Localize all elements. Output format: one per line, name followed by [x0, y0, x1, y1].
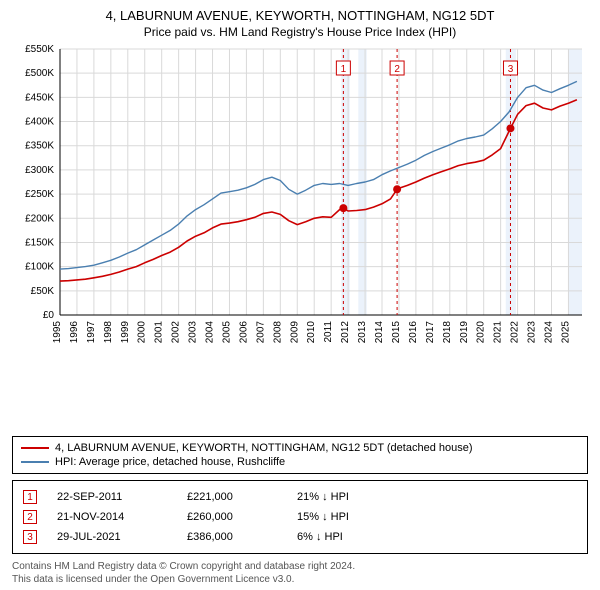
chart-titles: 4, LABURNUM AVENUE, KEYWORTH, NOTTINGHAM…: [12, 8, 588, 39]
svg-text:2012: 2012: [340, 321, 351, 344]
legend-label: 4, LABURNUM AVENUE, KEYWORTH, NOTTINGHAM…: [55, 442, 473, 454]
legend-label: HPI: Average price, detached house, Rush…: [55, 456, 285, 468]
svg-text:2: 2: [394, 64, 400, 75]
svg-text:£450K: £450K: [25, 92, 54, 103]
sale-delta: 15% ↓ HPI: [297, 511, 407, 523]
sale-delta: 21% ↓ HPI: [297, 491, 407, 503]
svg-text:2002: 2002: [171, 321, 182, 344]
legend-row: 4, LABURNUM AVENUE, KEYWORTH, NOTTINGHAM…: [21, 441, 579, 455]
svg-text:2010: 2010: [306, 321, 317, 344]
svg-text:£0: £0: [43, 310, 55, 321]
svg-text:2017: 2017: [425, 321, 436, 344]
svg-text:£200K: £200K: [25, 213, 54, 224]
svg-text:2022: 2022: [510, 321, 521, 344]
svg-text:2016: 2016: [408, 321, 419, 344]
svg-text:2007: 2007: [255, 321, 266, 344]
legend-swatch: [21, 461, 49, 463]
sale-row: 3 29-JUL-2021 £386,000 6% ↓ HPI: [23, 527, 577, 547]
svg-text:1995: 1995: [52, 321, 63, 344]
svg-text:2009: 2009: [289, 321, 300, 344]
svg-text:2005: 2005: [221, 321, 232, 344]
svg-text:2019: 2019: [459, 321, 470, 344]
svg-text:2000: 2000: [137, 321, 148, 344]
svg-text:2018: 2018: [442, 321, 453, 344]
sales-table: 1 22-SEP-2011 £221,000 21% ↓ HPI 2 21-NOV-201…: [12, 480, 588, 554]
chart-subtitle: Price paid vs. HM Land Registry's House …: [12, 25, 588, 39]
svg-text:2021: 2021: [493, 321, 504, 344]
footer-line-1: Contains HM Land Registry data © Crown c…: [12, 560, 588, 573]
sale-row: 1 22-SEP-2011 £221,000 21% ↓ HPI: [23, 487, 577, 507]
svg-text:£500K: £500K: [25, 68, 54, 79]
sale-price: £260,000: [187, 511, 277, 523]
svg-text:2025: 2025: [560, 321, 571, 344]
svg-text:2006: 2006: [238, 321, 249, 344]
sale-delta: 6% ↓ HPI: [297, 531, 407, 543]
sale-date: 22-SEP-2011: [57, 491, 167, 503]
svg-text:2015: 2015: [391, 321, 402, 344]
sale-marker: 3: [23, 530, 37, 544]
chart-area: £0 £50K £100K £150K £200K £250K £300K £350K £400…: [12, 43, 588, 430]
legend: 4, LABURNUM AVENUE, KEYWORTH, NOTTINGHAM…: [12, 436, 588, 474]
svg-text:£100K: £100K: [25, 262, 54, 273]
svg-text:1998: 1998: [103, 321, 114, 344]
sale-price: £221,000: [187, 491, 277, 503]
line-chart-svg: £0 £50K £100K £150K £200K £250K £300K £350K £400…: [12, 43, 588, 353]
svg-text:2003: 2003: [188, 321, 199, 344]
svg-text:2014: 2014: [374, 321, 385, 344]
footer-line-2: This data is licensed under the Open Gov…: [12, 573, 588, 586]
sale-marker: 1: [23, 490, 37, 504]
chart-title-address: 4, LABURNUM AVENUE, KEYWORTH, NOTTINGHAM…: [12, 8, 588, 23]
svg-text:£550K: £550K: [25, 44, 54, 55]
svg-text:£50K: £50K: [31, 286, 55, 297]
sale-marker: 2: [23, 510, 37, 524]
svg-text:£400K: £400K: [25, 117, 54, 128]
svg-text:2013: 2013: [357, 321, 368, 344]
attribution-footer: Contains HM Land Registry data © Crown c…: [12, 560, 588, 586]
svg-text:£250K: £250K: [25, 189, 54, 200]
svg-text:£150K: £150K: [25, 237, 54, 248]
svg-text:1999: 1999: [120, 321, 131, 344]
sale-date: 29-JUL-2021: [57, 531, 167, 543]
svg-text:3: 3: [508, 64, 514, 75]
svg-text:1996: 1996: [69, 321, 80, 344]
svg-text:2024: 2024: [543, 321, 554, 344]
legend-row: HPI: Average price, detached house, Rush…: [21, 455, 579, 469]
svg-text:1: 1: [341, 64, 347, 75]
sale-price: £386,000: [187, 531, 277, 543]
sale-date: 21-NOV-2014: [57, 511, 167, 523]
svg-text:2008: 2008: [272, 321, 283, 344]
svg-text:2023: 2023: [527, 321, 538, 344]
svg-text:£350K: £350K: [25, 141, 54, 152]
svg-text:2004: 2004: [205, 321, 216, 344]
svg-text:1997: 1997: [86, 321, 97, 344]
svg-text:£300K: £300K: [25, 165, 54, 176]
svg-text:2011: 2011: [323, 321, 334, 343]
sale-row: 2 21-NOV-2014 £260,000 15% ↓ HPI: [23, 507, 577, 527]
legend-swatch: [21, 447, 49, 449]
svg-text:2020: 2020: [476, 321, 487, 344]
chart-container: 4, LABURNUM AVENUE, KEYWORTH, NOTTINGHAM…: [0, 0, 600, 590]
svg-text:2001: 2001: [154, 321, 165, 344]
